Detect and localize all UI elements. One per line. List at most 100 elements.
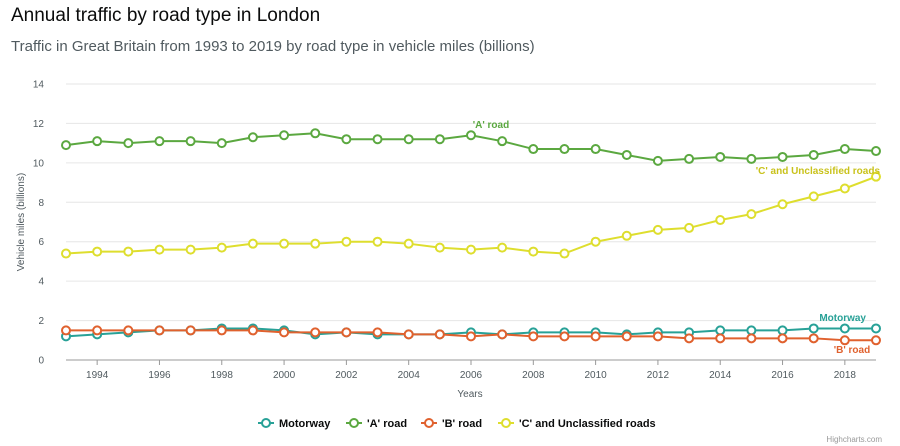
data-point[interactable] [372, 236, 383, 247]
data-point[interactable] [559, 331, 570, 342]
data-point[interactable] [372, 327, 383, 338]
data-point[interactable] [808, 191, 819, 202]
data-point[interactable] [684, 333, 695, 344]
data-point[interactable] [871, 171, 881, 182]
data-point[interactable] [123, 325, 134, 336]
data-point[interactable] [497, 329, 508, 340]
series-labels: Motorway 'A' road 'B' road 'C' and Unclassi… [473, 120, 881, 356]
x-axis-title: Years [457, 389, 482, 400]
data-point[interactable] [466, 130, 476, 141]
x-tick-label: 2006 [460, 370, 483, 381]
data-point[interactable] [216, 242, 227, 253]
data-point[interactable] [61, 140, 71, 151]
data-point[interactable] [497, 242, 508, 253]
data-point[interactable] [808, 333, 819, 344]
data-point[interactable] [559, 144, 570, 155]
data-point[interactable] [92, 246, 103, 257]
data-point[interactable] [310, 238, 321, 249]
data-point[interactable] [621, 331, 632, 342]
legend-item[interactable]: 'A' road [346, 418, 407, 430]
data-point[interactable] [746, 209, 757, 220]
data-point[interactable] [652, 331, 663, 342]
data-point[interactable] [92, 136, 103, 147]
data-point[interactable] [341, 134, 352, 145]
data-point[interactable] [777, 199, 788, 210]
legend-item[interactable]: Motorway [258, 418, 331, 430]
data-point[interactable] [216, 325, 227, 336]
data-point[interactable] [715, 325, 726, 336]
data-point[interactable] [372, 134, 383, 145]
data-point[interactable] [434, 329, 445, 340]
data-point[interactable] [247, 132, 258, 143]
data-point[interactable] [559, 248, 570, 259]
data-point[interactable] [123, 138, 134, 149]
legend-marker [424, 418, 434, 428]
data-point[interactable] [839, 335, 850, 346]
data-point[interactable] [466, 331, 476, 342]
data-point[interactable] [839, 144, 850, 155]
data-point[interactable] [808, 323, 819, 334]
data-point[interactable] [777, 151, 788, 162]
credits-text[interactable]: Highcharts.com [826, 435, 882, 444]
data-point[interactable] [434, 134, 445, 145]
data-point[interactable] [185, 136, 196, 147]
data-point[interactable] [871, 335, 881, 346]
legend-marker [261, 418, 271, 428]
data-point[interactable] [528, 331, 539, 342]
series-label: 'A' road [473, 120, 509, 131]
data-point[interactable] [466, 244, 476, 255]
data-point[interactable] [154, 136, 165, 147]
data-point[interactable] [247, 238, 258, 249]
data-point[interactable] [279, 130, 290, 141]
data-point[interactable] [310, 327, 321, 338]
data-point[interactable] [61, 325, 71, 336]
data-point[interactable] [715, 333, 726, 344]
data-point[interactable] [403, 329, 414, 340]
data-point[interactable] [279, 238, 290, 249]
data-point[interactable] [310, 128, 321, 139]
data-point[interactable] [528, 144, 539, 155]
data-point[interactable] [497, 136, 508, 147]
data-point[interactable] [871, 146, 881, 157]
data-point[interactable] [434, 242, 445, 253]
data-point[interactable] [652, 224, 663, 235]
data-point[interactable] [403, 238, 414, 249]
data-point[interactable] [684, 153, 695, 164]
data-point[interactable] [590, 331, 601, 342]
data-point[interactable] [341, 327, 352, 338]
y-tick-label: 10 [33, 158, 45, 169]
data-point[interactable] [154, 325, 165, 336]
data-point[interactable] [715, 151, 726, 162]
data-point[interactable] [746, 153, 757, 164]
data-point[interactable] [777, 333, 788, 344]
data-point[interactable] [123, 246, 134, 257]
data-point[interactable] [839, 323, 850, 334]
data-point[interactable] [777, 325, 788, 336]
legend-item[interactable]: 'B' road [421, 418, 482, 430]
data-point[interactable] [185, 325, 196, 336]
data-point[interactable] [621, 230, 632, 241]
data-point[interactable] [871, 323, 881, 334]
data-point[interactable] [621, 149, 632, 160]
legend-item[interactable]: 'C' and Unclassified roads [498, 418, 656, 430]
data-point[interactable] [92, 325, 103, 336]
data-point[interactable] [61, 248, 71, 259]
data-point[interactable] [528, 246, 539, 257]
data-point[interactable] [590, 144, 601, 155]
data-point[interactable] [403, 134, 414, 145]
data-point[interactable] [808, 149, 819, 160]
data-point[interactable] [341, 236, 352, 247]
data-point[interactable] [154, 244, 165, 255]
data-point[interactable] [185, 244, 196, 255]
data-point[interactable] [839, 183, 850, 194]
data-point[interactable] [216, 138, 227, 149]
data-point[interactable] [247, 325, 258, 336]
data-point[interactable] [715, 215, 726, 226]
data-point[interactable] [279, 327, 290, 338]
data-point[interactable] [746, 333, 757, 344]
data-point[interactable] [684, 222, 695, 233]
data-point[interactable] [652, 155, 663, 166]
data-point[interactable] [590, 236, 601, 247]
data-point[interactable] [746, 325, 757, 336]
x-tick-label: 2008 [522, 370, 545, 381]
